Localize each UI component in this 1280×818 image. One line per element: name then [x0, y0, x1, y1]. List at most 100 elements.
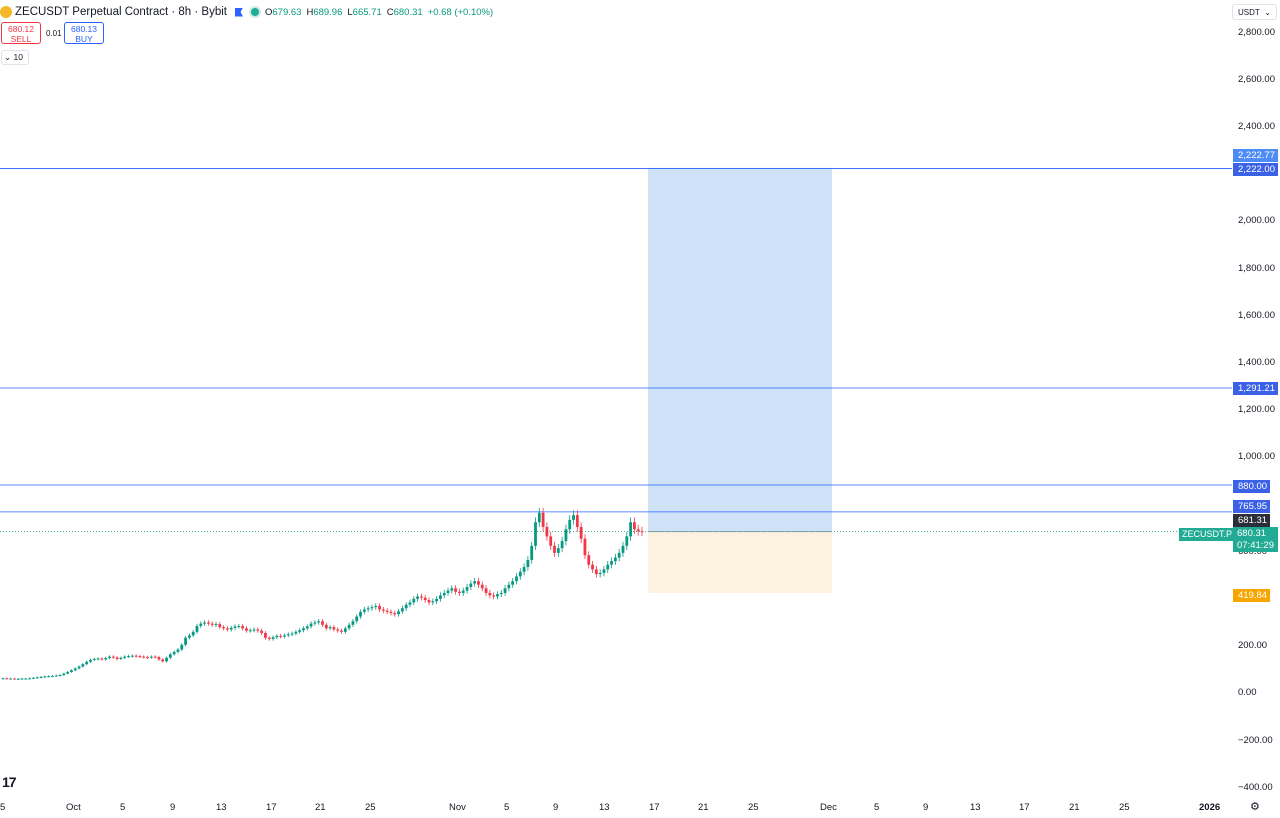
price-tick: 1,800.00 — [1238, 263, 1275, 274]
candle-body — [408, 602, 412, 605]
ohlc-low-value: 665.71 — [352, 6, 382, 18]
candle-body — [267, 637, 271, 639]
tradingview-logo[interactable]: 17 — [2, 774, 17, 790]
time-tick: 5 — [0, 802, 6, 813]
ohlc-change: +0.68 (+0.10%) — [427, 6, 494, 18]
chart-header: ZECUSDT Perpetual Contract · 8h · Bybit … — [0, 4, 493, 20]
candle-body — [496, 594, 499, 597]
candle-body — [20, 678, 24, 680]
ohlc-close: C680.31 — [387, 7, 423, 18]
candle-body — [229, 627, 233, 630]
candle-body — [85, 661, 89, 665]
candle-body — [51, 675, 54, 677]
flag-icon[interactable] — [234, 7, 243, 17]
candle-body — [283, 635, 286, 637]
indicator-collapse-toggle[interactable]: ⌄ 10 — [1, 50, 29, 65]
symbol-tag: ZECUSDT.P — [1179, 528, 1236, 541]
candle-body — [184, 637, 187, 645]
candle-body — [473, 581, 477, 584]
candle-body — [222, 627, 226, 629]
candle-body — [579, 526, 583, 539]
price-tick: 2,800.00 — [1238, 27, 1275, 38]
candle-body — [461, 590, 465, 593]
candle-body — [233, 626, 237, 628]
candle-body — [423, 597, 427, 601]
candle-body — [454, 588, 458, 592]
candle-body — [640, 531, 644, 533]
spread-value: 0.01 — [46, 29, 62, 38]
candle-body — [435, 598, 439, 602]
candle-body — [439, 595, 442, 599]
buy-button[interactable]: 680.13 BUY — [64, 22, 104, 44]
sell-button[interactable]: 680.12 SELL — [1, 22, 41, 44]
candle-body — [13, 678, 16, 680]
candle-body — [260, 630, 264, 634]
candle-body — [488, 592, 492, 596]
candle-body — [583, 538, 587, 556]
candle-body — [389, 611, 393, 614]
candle-body — [195, 625, 199, 632]
ohlc-high-label: H — [306, 6, 314, 18]
price-tick: 0.00 — [1238, 687, 1257, 698]
candle-body — [632, 522, 636, 530]
candle-body — [355, 616, 359, 622]
candle-body — [549, 536, 553, 546]
candle-body — [16, 678, 20, 680]
candle-body — [66, 671, 70, 674]
candle-body — [245, 628, 248, 631]
candle-body — [180, 644, 184, 650]
candle-body — [431, 601, 435, 603]
candle-body — [556, 548, 560, 553]
time-tick: Dec — [820, 802, 837, 813]
settings-gear-icon[interactable]: ⚙ — [1250, 801, 1260, 813]
currency-selector[interactable]: USDT ⌄ — [1232, 4, 1277, 20]
candle-body — [359, 611, 362, 617]
time-tick: 5 — [504, 802, 510, 813]
ohlc-close-value: 680.31 — [393, 6, 423, 18]
candle-body — [142, 656, 146, 658]
candle-body — [610, 561, 613, 565]
candle-body — [298, 630, 302, 632]
candle-body — [499, 592, 503, 595]
market-open-dot-icon — [250, 8, 259, 16]
candle-body — [537, 512, 541, 523]
candle-body — [134, 655, 138, 657]
candle-body — [534, 522, 537, 546]
candle-body — [541, 512, 545, 527]
candle-body — [241, 625, 245, 629]
last-high-label: 681.31 — [1233, 514, 1270, 527]
candle-body — [347, 624, 351, 629]
candle-body — [70, 670, 73, 672]
candle-body — [446, 590, 450, 593]
candle-body — [81, 664, 85, 667]
candle-body — [526, 559, 530, 568]
line-label-2222: 2,222.00 — [1233, 163, 1278, 176]
candle-body — [294, 631, 298, 634]
candle-body — [564, 529, 568, 542]
candle-body — [404, 604, 408, 609]
candle-body — [332, 627, 336, 630]
stop-price-label: 419.84 — [1233, 589, 1270, 602]
price-tick: 2,000.00 — [1238, 215, 1275, 226]
candle-body — [503, 588, 507, 593]
candle-body — [168, 654, 172, 658]
candle-body — [111, 656, 115, 658]
loss-zone — [648, 531, 832, 594]
time-tick: 21 — [315, 802, 326, 813]
candle-body — [39, 676, 43, 678]
candle-body — [43, 676, 47, 678]
candle-body — [32, 677, 35, 679]
candle-body — [336, 629, 340, 631]
candle-body — [450, 588, 454, 591]
candle-body — [47, 676, 51, 678]
candle-body — [24, 678, 28, 680]
line-label-880: 880.00 — [1233, 480, 1270, 493]
candle-body — [157, 657, 161, 660]
candle-body — [119, 657, 123, 659]
chart-title[interactable]: ZECUSDT Perpetual Contract · 8h · Bybit — [15, 6, 227, 18]
candle-body — [275, 635, 279, 638]
collapse-count: 10 — [13, 52, 23, 62]
candle-body — [572, 515, 575, 520]
price-tick: 1,000.00 — [1238, 451, 1275, 462]
